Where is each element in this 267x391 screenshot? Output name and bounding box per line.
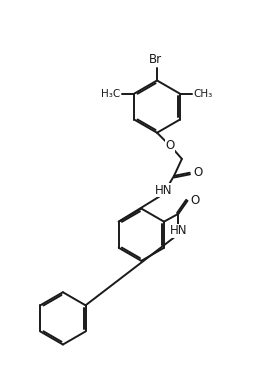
Text: H₃C: H₃C (101, 88, 120, 99)
Text: HN: HN (170, 224, 187, 237)
Text: O: O (193, 166, 202, 179)
Text: HN: HN (155, 184, 173, 197)
Text: CH₃: CH₃ (194, 88, 213, 99)
Text: O: O (166, 139, 175, 152)
Text: O: O (191, 194, 200, 207)
Text: Br: Br (149, 53, 162, 66)
